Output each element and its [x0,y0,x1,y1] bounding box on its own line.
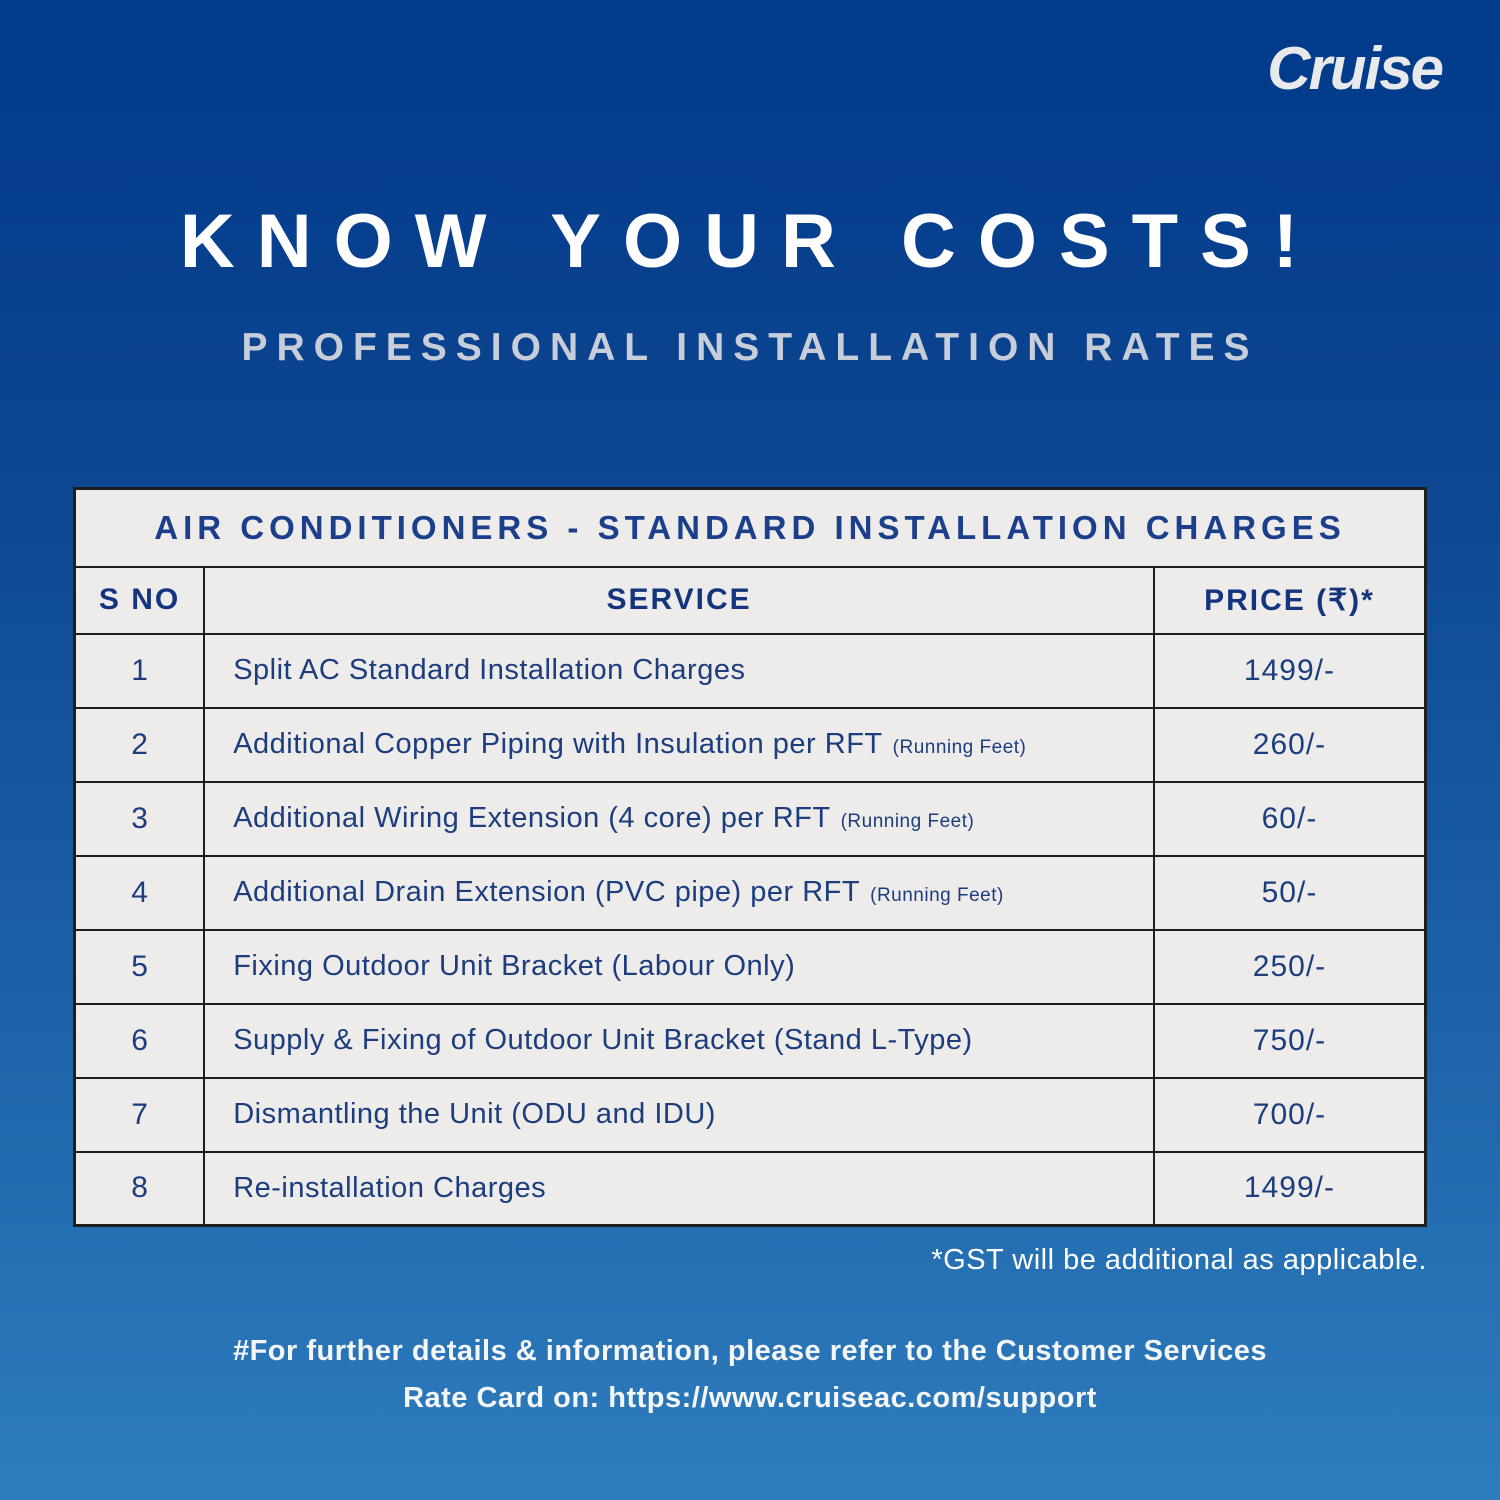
row-price: 250/- [1152,928,1427,1005]
table-row: 7 Dismantling the Unit (ODU and IDU) 700/- [73,1076,1427,1153]
service-text: Additional Copper Piping with Insulation… [233,728,883,760]
row-service: Supply & Fixing of Outdoor Unit Bracket … [203,1002,1155,1079]
table-row: 4 Additional Drain Extension (PVC pipe) p… [73,854,1427,931]
table-row: 6 Supply & Fixing of Outdoor Unit Bracket… [73,1002,1427,1079]
table-row: 3 Additional Wiring Extension (4 core) pe… [73,780,1427,857]
service-text: Dismantling the Unit (ODU and IDU) [233,1098,716,1130]
service-text: Fixing Outdoor Unit Bracket (Labour Only… [233,950,796,982]
row-sno: 1 [73,632,206,709]
row-sno: 2 [73,706,206,783]
service-note: (Running Feet) [870,885,1004,906]
row-service: Additional Drain Extension (PVC pipe) pe… [203,854,1155,931]
service-text: Re-installation Charges [233,1171,547,1204]
row-service: Split AC Standard Installation Charges [203,632,1155,709]
row-price: 260/- [1152,706,1427,783]
column-header-price: PRICE (₹)* [1152,565,1427,635]
rates-table: AIR CONDITIONERS - STANDARD INSTALLATION… [73,487,1427,1227]
footer-line-1: #For further details & information, plea… [232,1335,1268,1367]
row-price: 1499/- [1152,632,1427,709]
row-sno: 5 [73,928,206,1005]
service-note: (Running Feet) [840,811,975,832]
row-price: 60/- [1152,780,1427,857]
column-header-sno: S NO [73,565,206,635]
row-sno: 3 [73,780,206,857]
service-text: Additional Wiring Extension (4 core) per… [233,802,831,834]
table-title: AIR CONDITIONERS - STANDARD INSTALLATION… [73,487,1427,568]
row-price: 750/- [1152,1002,1427,1079]
cruise-logo: Cruise [1267,35,1444,102]
column-header-service: SERVICE [203,565,1155,635]
row-service: Fixing Outdoor Unit Bracket (Labour Only… [203,928,1155,1005]
row-service: Re-installation Charges [203,1150,1155,1227]
service-text: Additional Drain Extension (PVC pipe) pe… [233,876,861,908]
service-note: (Running Feet) [892,737,1027,758]
row-sno: 6 [73,1002,206,1079]
service-text: Split AC Standard Installation Charges [233,654,746,686]
table-row: 2 Additional Copper Piping with Insulatio… [73,706,1427,783]
rates-table-body: 1 Split AC Standard Installation Charges 1… [73,632,1427,1227]
table-header-row: S NO SERVICE PRICE (₹)* [73,565,1427,635]
service-text: Supply & Fixing of Outdoor Unit Bracket … [233,1024,973,1056]
row-sno: 8 [73,1150,206,1227]
footer-note: #For further details & information, plea… [0,1328,1500,1422]
table-title-row: AIR CONDITIONERS - STANDARD INSTALLATION… [73,487,1427,568]
row-price: 1499/- [1152,1150,1427,1227]
page-subtitle: PROFESSIONAL INSTALLATION RATES [241,326,1259,369]
row-service: Additional Copper Piping with Insulation… [203,706,1155,783]
row-service: Additional Wiring Extension (4 core) per… [203,780,1155,857]
row-price: 700/- [1152,1076,1427,1153]
table-row: 5 Fixing Outdoor Unit Bracket (Labour Onl… [73,928,1427,1005]
row-price: 50/- [1152,854,1427,931]
row-service: Dismantling the Unit (ODU and IDU) [203,1076,1155,1153]
rates-table-container: AIR CONDITIONERS - STANDARD INSTALLATION… [73,487,1427,1227]
footer-line-2: Rate Card on: https://www.cruiseac.com/s… [403,1382,1097,1414]
page-title: KNOW YOUR COSTS! [179,199,1321,284]
row-sno: 4 [73,854,206,931]
row-sno: 7 [73,1076,206,1153]
table-row: 1 Split AC Standard Installation Charges 1… [73,632,1427,709]
table-row: 8 Re-installation Charges 1499/- [73,1150,1427,1227]
gst-note: *GST will be additional as applicable. [931,1244,1427,1276]
